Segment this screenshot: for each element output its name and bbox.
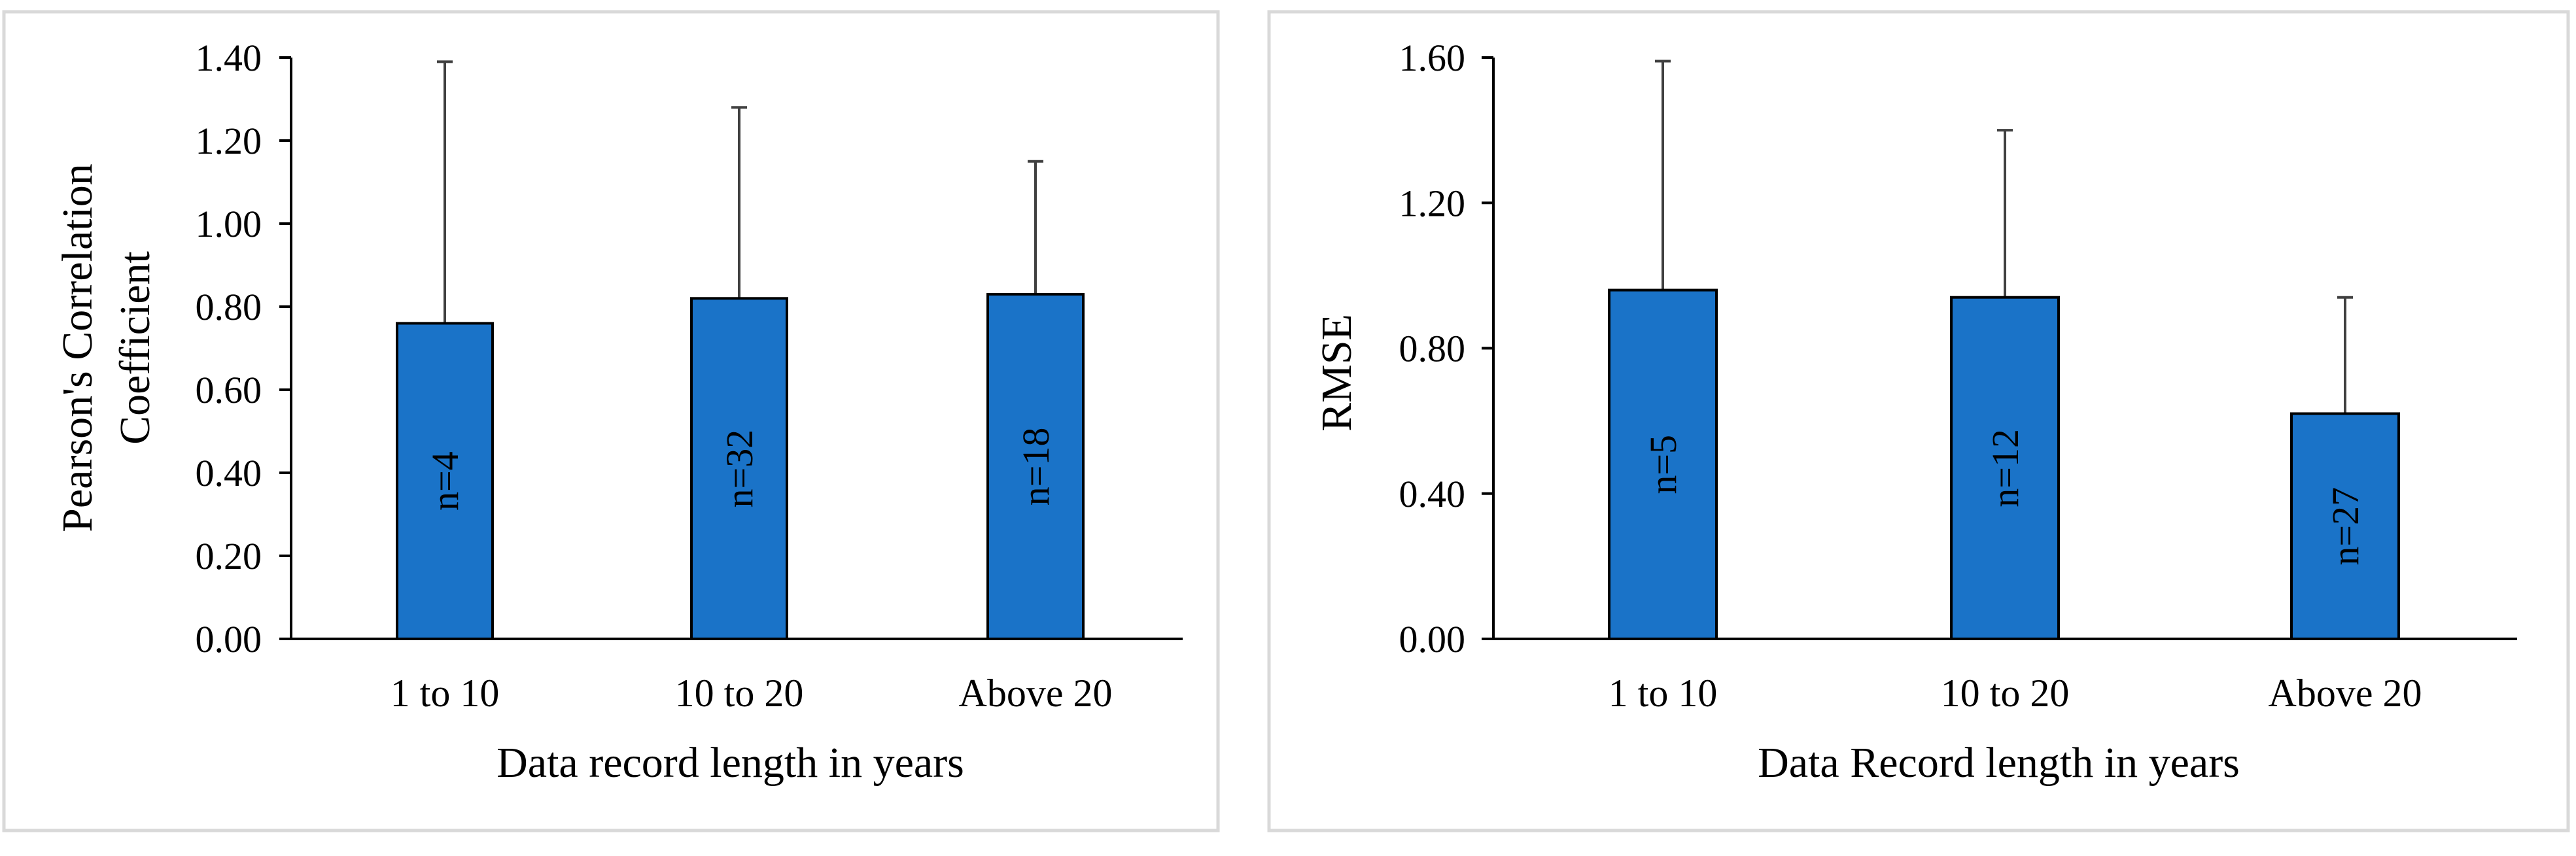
y-tick-label: 0.80 [1399, 328, 1466, 370]
x-axis-title: Data Record length in years [1758, 739, 2240, 787]
y-tick-label: 0.20 [196, 535, 262, 577]
y-tick-label: 1.20 [1399, 182, 1466, 224]
y-axis-title: Coefficient [111, 251, 159, 445]
bar [690, 297, 788, 640]
bar [396, 322, 494, 640]
y-tick-label: 0.80 [196, 286, 262, 328]
y-axis-title: Pearson's Correlation [54, 163, 101, 532]
y-tick-label: 1.00 [196, 203, 262, 245]
x-category-label: Above 20 [2269, 672, 2422, 715]
y-tick-label: 1.40 [196, 37, 262, 79]
y-tick-label: 0.60 [196, 369, 262, 411]
x-category-label: 1 to 10 [391, 672, 500, 715]
y-tick-label: 1.20 [196, 120, 262, 162]
bar-count-label: n=27 [2324, 487, 2367, 566]
y-axis-title: RMSE [1313, 314, 1361, 432]
chart-panel-2: 0.00 0.40 0.80 1.20 1.60 n=5 1 to 10 n=12 10 to … [1267, 10, 2570, 832]
bar [2290, 412, 2400, 640]
y-tick-label: 1.60 [1399, 37, 1466, 79]
bar [1950, 296, 2060, 640]
y-tick-label: 0.00 [196, 618, 262, 660]
bar [986, 292, 1085, 640]
bar-count-label: n=12 [1984, 429, 2027, 507]
bar-count-label: n=18 [1015, 428, 1057, 506]
chart-panel-1: 0.00 0.20 0.40 0.60 0.80 1.00 1.20 1.40 n=4 1 to … [2, 10, 1220, 832]
bar-count-label: n=5 [1642, 435, 1684, 494]
y-tick-label: 0.40 [196, 452, 262, 494]
bar [1608, 288, 1718, 641]
y-tick-label: 0.40 [1399, 473, 1466, 515]
x-category-label: 10 to 20 [675, 672, 804, 715]
bar-count-label: n=4 [424, 451, 466, 511]
x-category-label: Above 20 [959, 672, 1113, 715]
bar-count-label: n=32 [718, 430, 761, 508]
x-category-label: 1 to 10 [1609, 672, 1718, 715]
y-tick-label: 0.00 [1399, 618, 1466, 660]
x-axis-title: Data record length in years [496, 739, 964, 787]
x-category-label: 10 to 20 [1941, 672, 2070, 715]
